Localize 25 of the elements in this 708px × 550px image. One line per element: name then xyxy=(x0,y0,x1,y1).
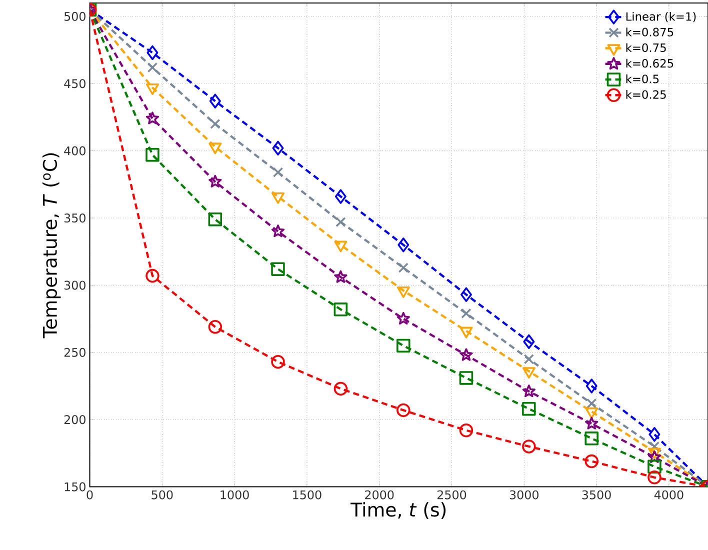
x-tick-label: 3500 xyxy=(582,490,611,500)
y-tick-label: 350 xyxy=(64,214,86,223)
y-tick-label: 400 xyxy=(64,146,86,156)
legend-label: k=0.25 xyxy=(626,90,666,100)
y-tick-label: 250 xyxy=(64,348,86,358)
y-tick-label: 300 xyxy=(64,280,86,290)
legend-label: k=0.875 xyxy=(626,28,674,37)
legend-label: k=0.75 xyxy=(626,43,666,52)
x-tick-label: 2000 xyxy=(365,490,394,500)
y-axis-title: Temperature, T ($^{o}$C) xyxy=(42,154,61,338)
y-tick-label: 150 xyxy=(64,482,86,492)
x-tick-label: 3000 xyxy=(510,490,538,500)
x-tick-label: 2500 xyxy=(437,490,466,500)
x-axis-title: Time, t (s) xyxy=(350,502,446,520)
x-tick-label: 1000 xyxy=(220,490,249,500)
x-tick-label: 0 xyxy=(86,490,93,500)
y-tick-label: 450 xyxy=(64,79,86,88)
legend-label: Linear (k=1) xyxy=(626,12,696,22)
x-tick-label: 1500 xyxy=(293,490,322,500)
y-tick-label: 500 xyxy=(64,12,86,22)
x-tick-label: 500 xyxy=(152,490,173,500)
y-tick-label: 200 xyxy=(64,415,86,424)
x-tick-label: 4000 xyxy=(654,490,684,500)
legend-label: k=0.5 xyxy=(626,74,659,84)
legend-label: k=0.625 xyxy=(626,59,674,68)
